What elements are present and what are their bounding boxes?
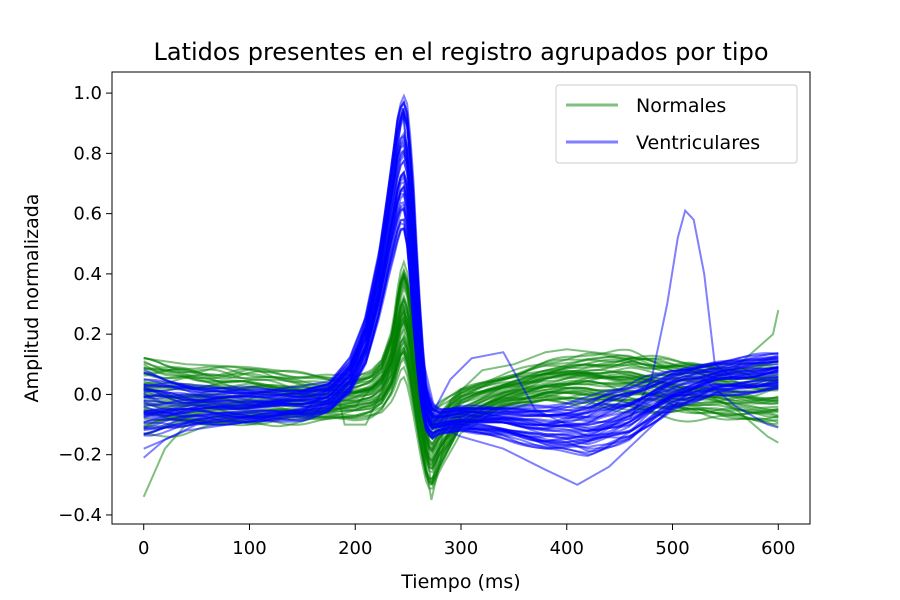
beat-line-normales	[143, 259, 779, 424]
y-tick-label: 0.0	[73, 384, 102, 405]
x-axis: 0 100 200 300 400 500 600	[138, 524, 795, 559]
outlier-beat-ventriculares	[143, 108, 779, 486]
outlier-beat-normales	[143, 300, 780, 486]
x-tick-label: 600	[761, 538, 795, 559]
y-tick-label: 0.8	[73, 143, 102, 164]
y-axis: −0.4 −0.2 0.0 0.2 0.4 0.6 0.8 1.0	[58, 83, 112, 526]
x-tick-label: 200	[338, 538, 372, 559]
x-tick-label: 100	[232, 538, 266, 559]
x-tick-label: 0	[138, 538, 149, 559]
beat-line-normales	[143, 271, 779, 417]
x-tick-label: 500	[655, 538, 689, 559]
legend: Normales Ventriculares	[555, 84, 798, 164]
y-tick-label: 0.6	[73, 204, 102, 225]
legend-label-normales: Normales	[636, 95, 726, 117]
beat-line-ventriculares	[143, 106, 779, 413]
beat-line-ventriculares	[143, 144, 779, 418]
chart-title: Latidos presentes en el registro agrupad…	[154, 38, 769, 66]
legend-label-ventriculares: Ventriculares	[636, 132, 760, 154]
x-tick-label: 300	[444, 538, 478, 559]
y-tick-label: 1.0	[73, 83, 102, 104]
outlier-beat-ventriculares	[143, 108, 779, 459]
y-tick-label: −0.2	[58, 445, 102, 466]
series-ventriculares	[143, 93, 779, 486]
plot-area	[142, 93, 780, 501]
x-tick-label: 400	[550, 538, 584, 559]
y-tick-label: −0.4	[58, 505, 102, 526]
y-tick-label: 0.4	[73, 264, 102, 285]
beat-line-ventriculares	[143, 149, 779, 427]
beat-line-ventriculares	[143, 101, 779, 412]
y-axis-title: Amplitud normalizada	[21, 194, 43, 403]
x-axis-title: Tiempo (ms)	[400, 571, 520, 593]
y-tick-label: 0.2	[73, 324, 102, 345]
beat-line-ventriculares	[143, 169, 779, 440]
